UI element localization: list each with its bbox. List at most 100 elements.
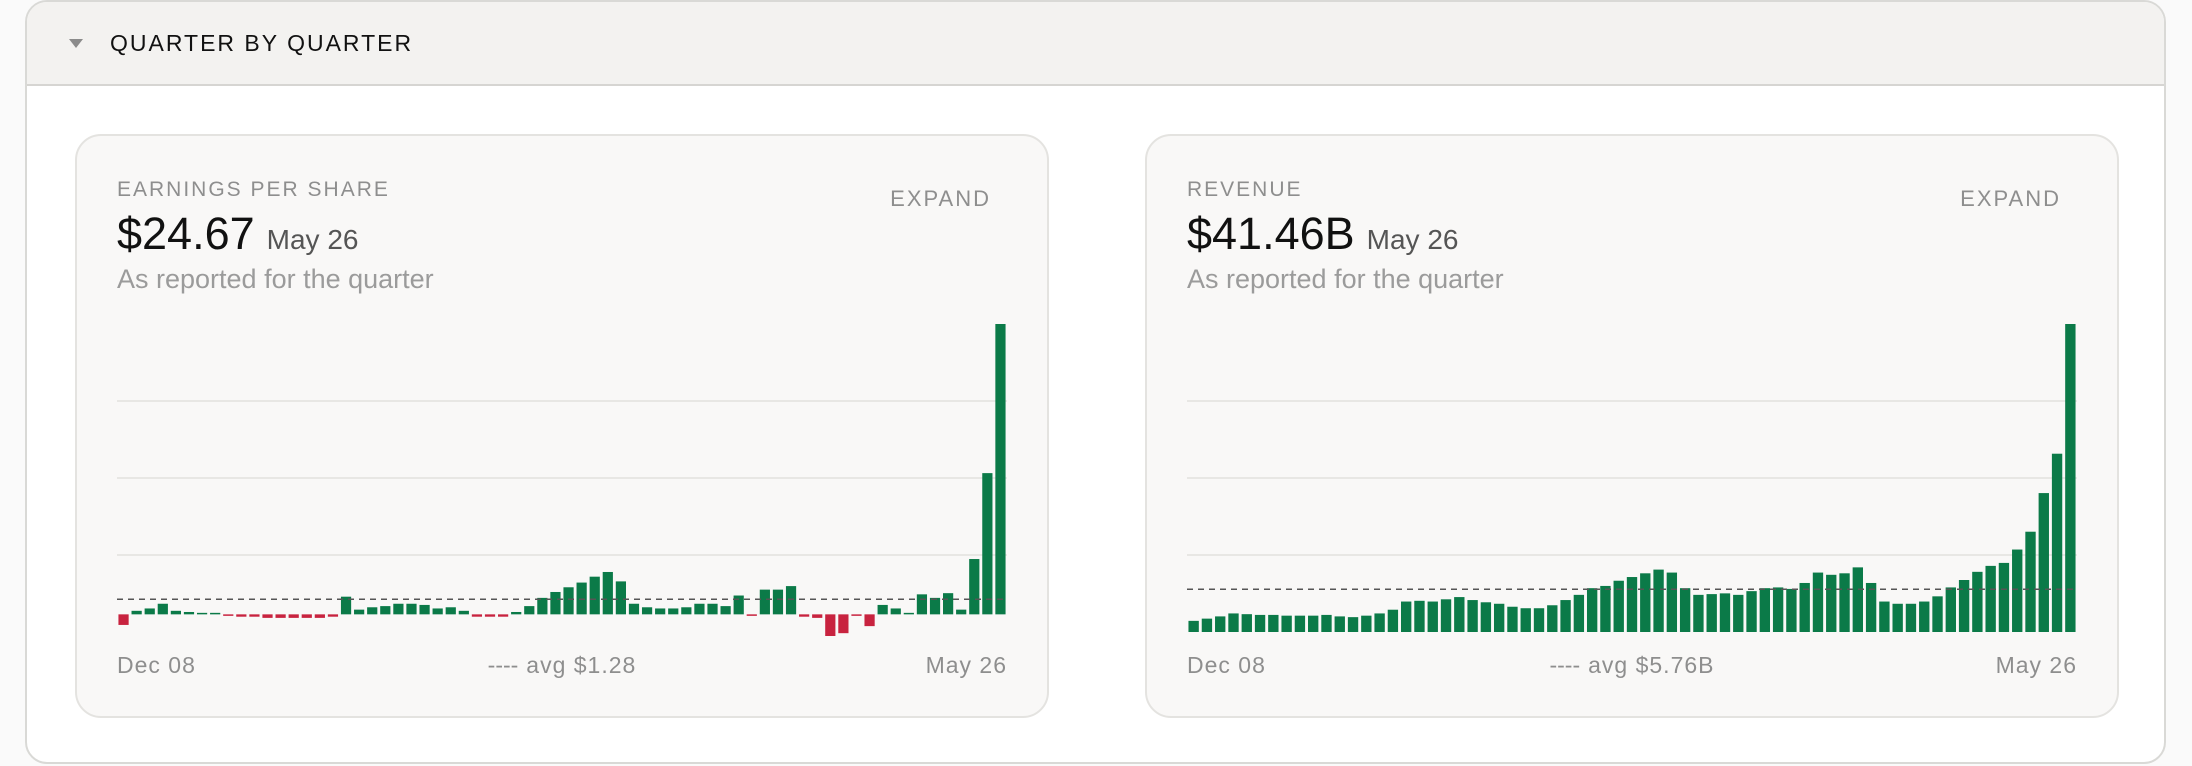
bar [1440,599,1452,632]
bar [563,587,574,615]
bar [1879,601,1890,632]
bar [340,596,352,615]
bar [772,589,784,615]
bar [1706,594,1717,632]
revenue-card: REVENUE $41.46B May 26 As reported for th… [1145,134,2119,718]
bar [1799,582,1810,632]
bar [589,576,600,615]
bar [1507,606,1518,632]
card-value: $24.67 May 26 [117,208,358,260]
bar [668,608,679,615]
bar [1480,602,1492,632]
bar [1294,615,1306,632]
bar [1573,594,1585,632]
eps-card: EARNINGS PER SHARE $24.67 May 26 As repor… [75,134,1049,718]
bar [1361,615,1372,632]
bar [1308,615,1319,632]
bar [1215,616,1226,632]
bar [2025,531,2036,632]
bar [1547,605,1558,632]
bar [484,614,496,617]
bar [118,614,129,625]
bar [1626,577,1638,632]
bar [982,473,993,615]
axis-end-label: May 26 [925,652,1007,678]
bar [1719,593,1731,632]
bar [746,614,757,616]
bar [864,614,875,627]
bar [1387,609,1399,632]
bar [890,608,901,615]
quarter-panel: QUARTER BY QUARTER EARNINGS PER SHARE $2… [25,0,2166,764]
collapse-caret-icon[interactable] [69,38,83,48]
value-text: $41.46B [1187,208,1355,259]
bar [301,614,312,618]
bar [262,614,273,618]
axis-end-label: May 26 [1995,652,2077,678]
bar [458,610,469,615]
bar [1493,603,1505,632]
bar [903,612,914,615]
bar [759,589,770,615]
bar [877,604,888,615]
bar [720,606,731,615]
bar [1666,572,1678,632]
bar [1945,587,1956,632]
bar [196,612,208,615]
bar [576,582,587,615]
expand-button[interactable]: EXPAND [890,186,991,211]
bar [916,594,928,615]
section-title: QUARTER BY QUARTER [110,29,414,56]
avg-label: avg $5.76B [1588,652,1715,678]
bar [1401,601,1412,632]
section-header[interactable]: QUARTER BY QUARTER [27,2,2164,86]
average-legend: ---- avg $1.28 [77,652,1047,679]
bar [1454,597,1465,632]
value-date: May 26 [1366,224,1459,255]
bar [694,603,705,615]
bar [1772,587,1784,632]
bar [170,610,181,615]
bar [851,614,862,616]
bar [956,609,967,615]
avg-dash-icon: ---- [1549,652,1581,678]
bar [2038,493,2049,632]
card-subtitle: As reported for the quarter [1187,264,1504,294]
bar [1254,614,1266,632]
bar [1998,562,2010,632]
bar [785,586,797,615]
bar [1932,596,1943,632]
bar [1414,600,1425,632]
bar [236,614,247,617]
card-label: REVENUE [1187,178,1303,201]
bar [223,614,234,616]
bar [602,571,613,615]
bar [1653,569,1664,632]
bar [1693,594,1704,632]
bar [1919,601,1930,632]
bar [929,597,941,615]
bar [406,603,417,615]
bar [1347,617,1359,632]
bar [838,614,849,634]
bar [1586,588,1598,632]
bar [393,603,404,615]
bar [1334,616,1345,632]
bar [445,607,456,615]
bar [131,610,142,615]
bar [1852,567,1863,632]
bar [1560,600,1571,632]
bar [628,603,640,615]
revenue-bar-chart [1187,324,2077,632]
card-label: EARNINGS PER SHARE [117,178,390,201]
bar [367,607,378,615]
bar [314,614,325,618]
bar [157,603,168,615]
bar [1759,588,1771,632]
bar [1812,572,1824,632]
expand-button[interactable]: EXPAND [1960,186,2061,211]
bar [471,614,483,617]
bar [707,603,718,615]
bar [1972,571,1983,632]
bar [1228,613,1239,632]
